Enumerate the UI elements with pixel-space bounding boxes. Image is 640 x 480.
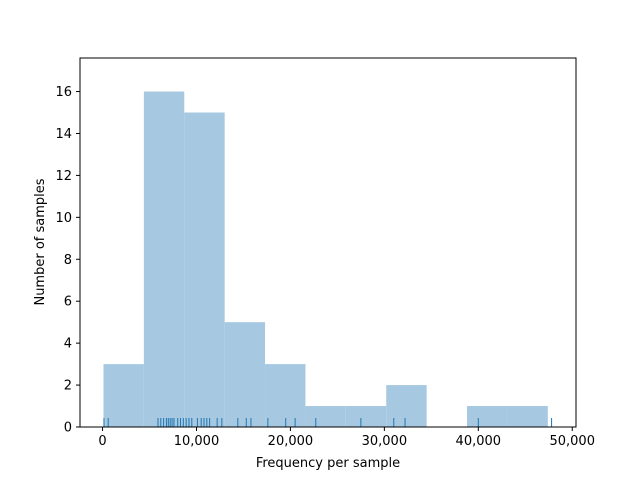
histogram-bar-3 xyxy=(224,322,266,427)
histogram-bar-5 xyxy=(305,406,346,427)
histogram-bar-4 xyxy=(265,364,306,427)
histogram-bar-10 xyxy=(507,406,548,427)
histogram-bar-0 xyxy=(103,364,144,427)
x-tick-label-1: 10,000 xyxy=(174,434,220,449)
histogram-bar-1 xyxy=(143,91,185,427)
histogram-bar-2 xyxy=(184,112,225,428)
rug-marks xyxy=(103,418,553,427)
y-tick-label-2: 4 xyxy=(64,337,72,352)
y-tick-label-7: 14 xyxy=(55,127,72,142)
y-tick-label-8: 16 xyxy=(55,85,72,100)
y-tick-label-3: 6 xyxy=(64,295,72,310)
x-tick-label-0: 0 xyxy=(98,434,106,449)
histogram-bars xyxy=(103,91,548,428)
y-tick-label-1: 2 xyxy=(64,379,72,394)
y-tick-label-4: 8 xyxy=(64,253,72,268)
histogram-bar-9 xyxy=(467,406,508,427)
plot-frame xyxy=(79,57,577,428)
x-axis-ticks: 0 10,000 20,000 30,000 40,000 50,000 xyxy=(98,427,595,449)
x-tick-label-3: 30,000 xyxy=(362,434,408,449)
x-tick-label-4: 40,000 xyxy=(456,434,502,449)
y-axis-ticks: 0 2 4 6 8 10 12 14 16 xyxy=(55,85,80,436)
y-tick-label-0: 0 xyxy=(64,421,72,436)
y-tick-label-5: 10 xyxy=(55,211,72,226)
x-tick-label-5: 50,000 xyxy=(549,434,595,449)
histogram-bar-6 xyxy=(345,406,387,427)
x-tick-label-2: 20,000 xyxy=(268,434,314,449)
histogram-bar-7 xyxy=(386,385,427,427)
y-tick-label-6: 12 xyxy=(55,169,72,184)
x-axis-label: Frequency per sample xyxy=(256,456,400,471)
y-axis-label: Number of samples xyxy=(33,178,48,305)
